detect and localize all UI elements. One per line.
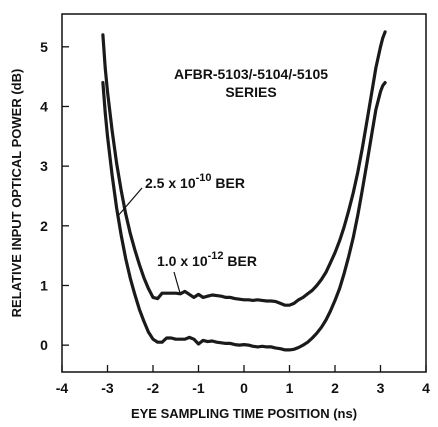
series-line-1 — [101, 30, 387, 307]
x-tick-label-5: 1 — [286, 380, 294, 396]
y-axis-title: RELATIVE INPUT OPTICAL POWER (dB) — [9, 69, 24, 318]
y-ticks: 0 1 2 3 4 5 — [40, 39, 69, 353]
series-label-2: 1.0 x 10-12 BER — [157, 250, 257, 269]
y-tick-label-0: 0 — [40, 337, 48, 353]
y-tick-label-3: 3 — [40, 158, 48, 174]
series-label-leader-1 — [116, 187, 143, 218]
series-label-leader-2 — [173, 271, 181, 294]
y-tick-label-5: 5 — [40, 39, 48, 55]
x-tick-label-6: 2 — [331, 380, 339, 396]
series-label-2-base: 1.0 x 10 — [157, 253, 208, 269]
chart-subtitle: SERIES — [225, 84, 276, 100]
x-tick-label-0: -4 — [56, 380, 69, 396]
chart-title: AFBR-5103/-5104/-5105 — [174, 66, 328, 82]
y-tick-label-2: 2 — [40, 218, 48, 234]
series-label-1-exp: -10 — [196, 172, 212, 184]
y-tick-label-4: 4 — [40, 98, 48, 114]
series-label-2-exp: -12 — [208, 250, 224, 262]
series-label-1-base: 2.5 x 10 — [145, 175, 196, 191]
x-tick-label-3: -1 — [192, 380, 205, 396]
series-label-1-unit: BER — [212, 175, 245, 191]
series-line-2 — [101, 80, 387, 352]
series-label-1: 2.5 x 10-10 BER — [145, 172, 245, 191]
x-tick-label-7: 3 — [377, 380, 385, 396]
x-tick-label-4: 0 — [240, 380, 248, 396]
x-ticks: -4 -3 -2 -1 0 1 2 3 4 — [56, 365, 430, 396]
x-tick-label-1: -3 — [101, 380, 114, 396]
x-axis-title: EYE SAMPLING TIME POSITION (ns) — [131, 406, 357, 421]
series-curves — [101, 30, 387, 352]
x-tick-label-8: 4 — [422, 380, 430, 396]
series-label-2-unit: BER — [224, 253, 257, 269]
x-tick-label-2: -2 — [147, 380, 160, 396]
y-tick-label-1: 1 — [40, 277, 48, 293]
